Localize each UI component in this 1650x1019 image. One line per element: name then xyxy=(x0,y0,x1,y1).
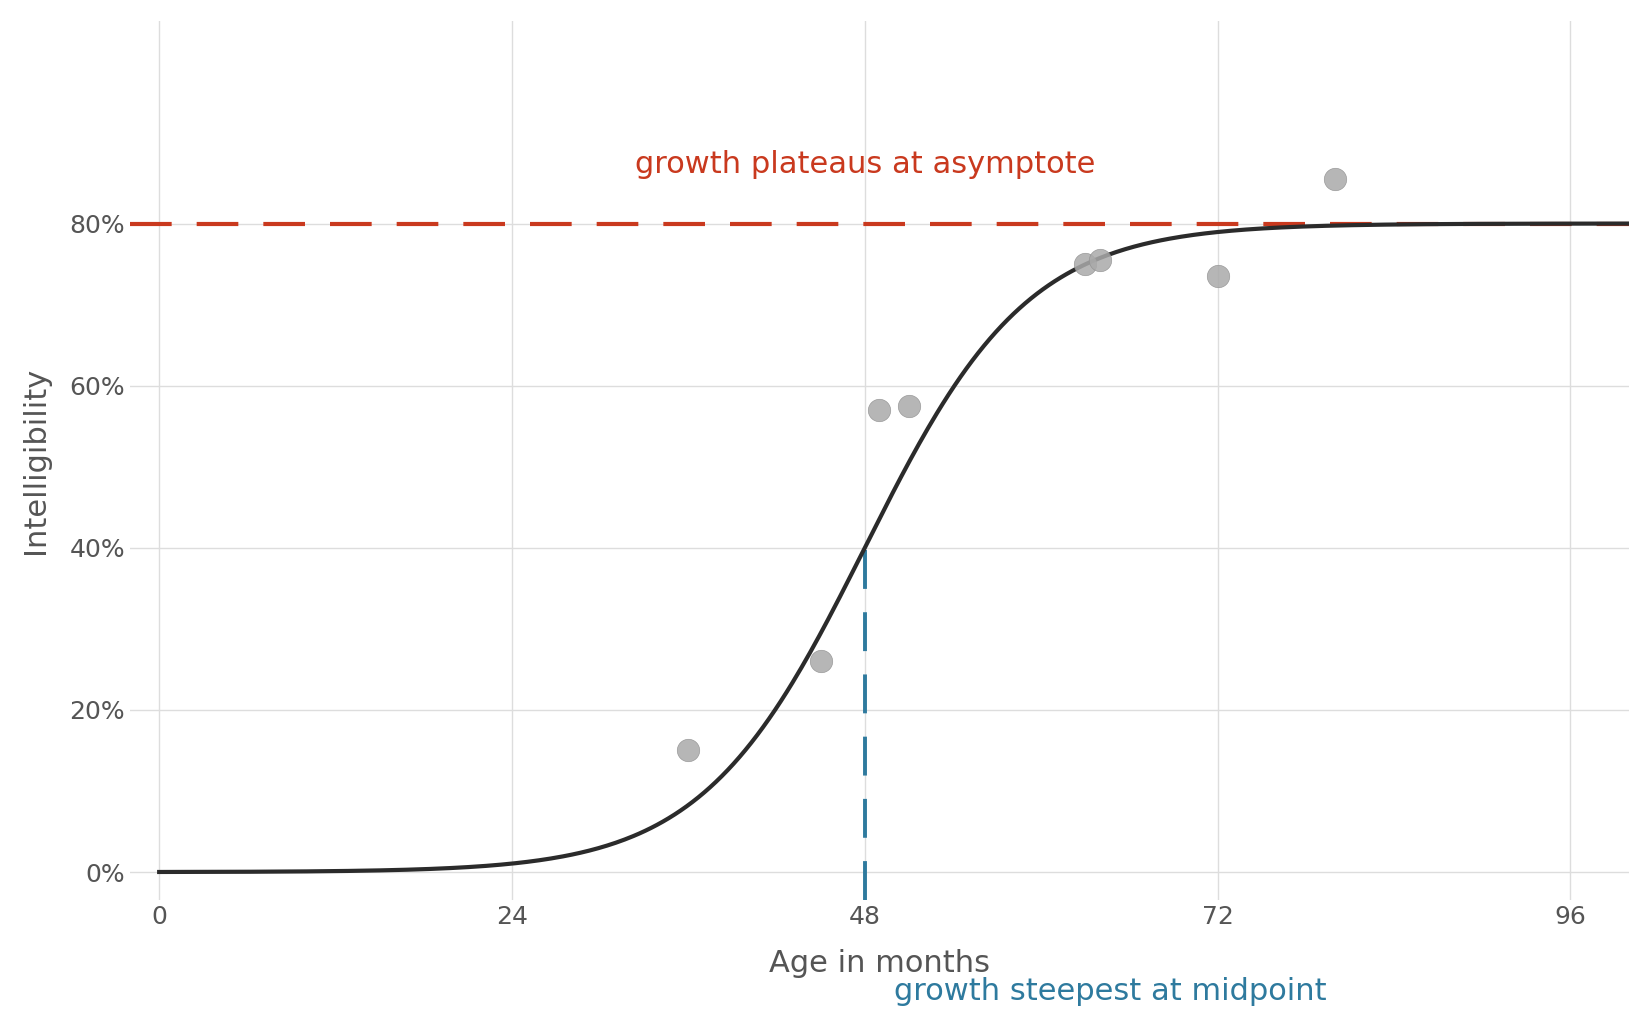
Point xyxy=(896,397,922,414)
Point xyxy=(1087,252,1114,268)
Point xyxy=(1204,268,1231,284)
Point xyxy=(1322,171,1348,187)
Point xyxy=(807,653,833,669)
Point xyxy=(866,401,893,418)
Text: growth plateaus at asymptote: growth plateaus at asymptote xyxy=(635,150,1096,179)
Text: growth steepest at midpoint: growth steepest at midpoint xyxy=(894,977,1327,1007)
Y-axis label: Intelligibility: Intelligibility xyxy=(21,367,50,554)
X-axis label: Age in months: Age in months xyxy=(769,949,990,978)
Point xyxy=(1072,256,1099,272)
Point xyxy=(675,742,701,758)
